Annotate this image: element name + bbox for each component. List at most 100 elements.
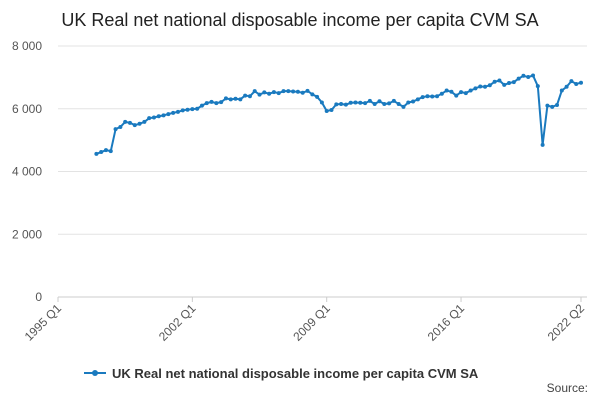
data-point <box>295 89 300 94</box>
data-point <box>363 101 368 106</box>
data-point <box>540 142 545 147</box>
data-point <box>243 93 248 98</box>
data-point <box>555 102 560 107</box>
data-point <box>156 114 161 119</box>
chart-title: UK Real net national disposable income p… <box>61 10 538 30</box>
data-point <box>439 91 444 96</box>
data-point <box>190 107 195 112</box>
data-point <box>449 89 454 94</box>
data-point <box>334 102 339 107</box>
x-tick-label: 2016 Q1 <box>425 301 468 344</box>
data-point <box>300 90 305 95</box>
data-point <box>406 100 411 105</box>
data-point <box>204 101 209 106</box>
data-point <box>521 73 526 78</box>
legend-label: UK Real net national disposable income p… <box>112 366 479 381</box>
data-point <box>315 94 320 99</box>
data-point <box>382 102 387 107</box>
data-point <box>339 102 344 107</box>
data-point <box>430 94 435 99</box>
data-point <box>454 93 459 98</box>
data-point <box>415 97 420 102</box>
data-point <box>310 92 315 97</box>
data-point <box>550 104 555 109</box>
data-point <box>478 84 483 89</box>
data-point <box>233 96 238 101</box>
data-point <box>185 107 190 112</box>
data-point <box>103 148 108 153</box>
data-point <box>252 89 257 94</box>
data-point <box>507 81 512 86</box>
data-point <box>286 89 291 94</box>
data-point <box>463 91 468 96</box>
data-point <box>564 84 569 89</box>
data-point <box>123 119 128 124</box>
data-point <box>511 80 516 85</box>
data-point <box>324 108 329 113</box>
data-point <box>396 102 401 107</box>
y-tick-label: 6 000 <box>12 102 42 116</box>
data-point <box>526 75 531 80</box>
data-point <box>411 99 416 104</box>
data-point <box>127 120 132 125</box>
data-point <box>391 98 396 103</box>
data-point <box>559 88 564 93</box>
data-point <box>420 95 425 100</box>
data-point <box>459 90 464 95</box>
y-tick-label: 0 <box>35 290 42 304</box>
data-point <box>535 84 540 89</box>
data-point <box>257 92 262 97</box>
data-point <box>425 94 430 99</box>
data-point <box>358 100 363 105</box>
data-point <box>569 79 574 84</box>
data-point <box>291 89 296 94</box>
data-point <box>367 98 372 103</box>
data-point <box>199 103 204 108</box>
data-point <box>319 100 324 105</box>
data-point <box>468 88 473 93</box>
data-point <box>492 79 497 84</box>
legend-marker <box>92 370 98 376</box>
data-point <box>276 91 281 96</box>
data-point <box>343 102 348 107</box>
data-point <box>267 91 272 96</box>
data-point <box>281 89 286 94</box>
data-point <box>214 101 219 106</box>
data-point <box>473 86 478 91</box>
data-point <box>166 112 171 117</box>
data-point <box>574 81 579 86</box>
data-point <box>118 124 123 129</box>
data-point <box>348 100 353 105</box>
data-point <box>247 94 252 99</box>
data-point <box>401 104 406 109</box>
data-point <box>137 121 142 126</box>
data-point <box>435 94 440 99</box>
data-point <box>209 99 214 104</box>
data-point <box>161 113 166 118</box>
data-point <box>151 115 156 120</box>
data-point <box>238 97 243 102</box>
data-point <box>483 84 488 89</box>
data-point <box>223 96 228 101</box>
y-tick-label: 4 000 <box>12 165 42 179</box>
data-point <box>147 116 152 121</box>
data-point <box>180 108 185 113</box>
data-point <box>531 73 536 78</box>
y-tick-label: 2 000 <box>12 227 42 241</box>
data-point <box>329 108 334 113</box>
data-point <box>502 82 507 87</box>
data-point <box>219 100 224 105</box>
data-point <box>113 127 118 132</box>
data-point <box>305 88 310 93</box>
data-point <box>271 90 276 95</box>
data-point <box>353 100 358 105</box>
x-tick-label: 1995 Q1 <box>22 301 65 344</box>
data-point <box>94 151 99 156</box>
x-tick-label: 2009 Q1 <box>290 301 333 344</box>
data-point <box>142 119 147 124</box>
data-point <box>372 102 377 107</box>
x-tick-label: 2022 Q2 <box>545 301 588 344</box>
source-label: Source: <box>547 381 588 395</box>
